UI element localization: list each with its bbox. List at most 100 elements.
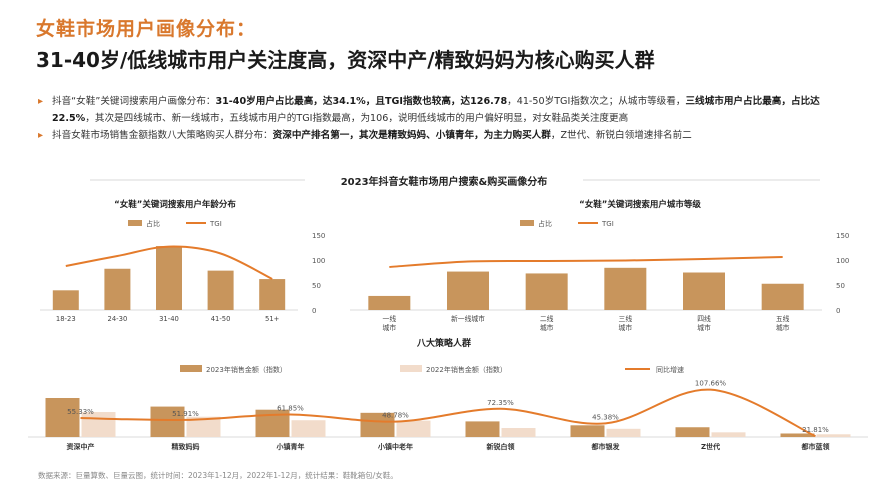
x-tick-label: 小镇中老年	[377, 442, 413, 451]
x-tick-label: Z世代	[701, 442, 720, 451]
x-tick-label: 城市	[776, 323, 790, 332]
growth-data-label: 55.33%	[67, 408, 94, 416]
y-tick-label: 150	[836, 232, 849, 240]
legend-swatch-2022	[400, 365, 422, 372]
chart-title: 八大策略人群	[416, 337, 471, 349]
growth-data-label: 61.85%	[277, 404, 304, 412]
x-tick-label: 24-30	[108, 315, 128, 323]
x-tick-label: 31-40	[159, 315, 179, 323]
bar-2022	[186, 416, 221, 437]
x-tick-label: 51+	[265, 315, 279, 323]
footnote: 数据来源：巨量算数、巨量云图，统计时间：2023年1-12月，2022年1-12…	[38, 471, 398, 480]
bar	[447, 271, 489, 310]
growth-data-label: 45.38%	[592, 413, 619, 421]
groups-chart: 八大策略人群 2023年销售金额（指数） 2022年销售金额（指数） 同比增速资深中产…	[28, 337, 868, 451]
growth-data-label: 107.66%	[695, 380, 726, 388]
x-tick-label: 二线	[540, 314, 554, 323]
bar-2023	[675, 427, 710, 437]
bar-2023	[780, 433, 815, 437]
growth-data-label: 21.81%	[802, 426, 829, 434]
bar-2022	[396, 420, 431, 437]
section-title: 女鞋市场用户画像分布：	[36, 18, 257, 40]
bullet-text: ，其次是四线城市、新一线城市，五线城市用户的TGI指数最高，为106，说明低线城…	[85, 113, 629, 124]
x-tick-label: 资深中产	[67, 442, 95, 451]
legend-label: 占比	[538, 219, 552, 228]
x-tick-label: 四线	[697, 314, 711, 323]
growth-data-label: 48.78%	[382, 412, 409, 420]
bar	[683, 272, 725, 310]
bullet-highlight: 三线城市用户占比最高，占比达22.5%	[52, 96, 820, 124]
bar-2022	[816, 434, 851, 437]
y-tick-label: 50	[836, 282, 845, 290]
growth-line	[80, 388, 816, 438]
x-tick-label: 一线	[383, 314, 397, 323]
legend-label: TGI	[209, 220, 222, 228]
x-tick-label: 五线	[776, 314, 790, 323]
charts-section-title: 2023年抖音女鞋市场用户搜索&购买画像分布	[341, 175, 548, 188]
bullet-item: 抖音女鞋市场销售金额指数八大策略购买人群分布：资深中产排名第一，其次是精致妈妈、…	[38, 127, 848, 144]
x-tick-label: 小镇青年	[276, 442, 305, 451]
bar	[761, 283, 804, 310]
chart-title: “女鞋”关键词搜索用户城市等级	[579, 199, 701, 210]
bar-2022	[81, 412, 116, 437]
legend-label: 2022年销售金额（指数）	[426, 365, 507, 374]
headline: 31-40岁/低线城市用户关注度高，资深中产/精致妈妈为核心购买人群	[36, 48, 655, 72]
x-tick-label: 城市	[697, 323, 711, 332]
bar	[604, 267, 647, 310]
bar-2023	[570, 425, 605, 437]
growth-data-label: 72.35%	[487, 399, 514, 407]
legend-label: 同比增速	[656, 365, 684, 374]
bar	[368, 295, 411, 310]
bullet-text: ，Z世代、新锐白领增速排名前二	[550, 130, 692, 141]
x-tick-label: 城市	[383, 323, 397, 332]
bar-2022	[606, 428, 641, 437]
bar-2023	[150, 406, 185, 437]
tgi-line	[389, 256, 783, 268]
x-tick-label: 都市银发	[591, 442, 621, 451]
bullet-list: 抖音“女鞋”关键词搜索用户画像分布：31-40岁用户占比最高，达34.1%，且T…	[38, 93, 848, 144]
x-tick-label: 新锐白领	[487, 442, 515, 451]
x-tick-label: 城市	[540, 323, 554, 332]
bar-2023	[45, 398, 80, 437]
bar-2022	[501, 428, 536, 437]
bar	[259, 279, 286, 310]
bullet-text: ，41-50岁TGI指数次之；从城市等级看，	[507, 96, 686, 107]
y-tick-label: 0	[836, 307, 840, 315]
bar	[525, 273, 568, 310]
x-tick-label: 41-50	[211, 315, 231, 323]
bar-2022	[291, 420, 326, 437]
bar	[207, 270, 234, 310]
bar-2023	[465, 421, 500, 437]
bar-2023	[360, 412, 395, 437]
bullet-highlight: 资深中产排名第一，其次是精致妈妈、小镇青年，为主力购买人群	[272, 130, 551, 141]
legend-label: 占比	[146, 219, 160, 228]
growth-data-label: 51.91%	[172, 410, 199, 418]
bar	[52, 290, 79, 310]
legend-swatch-2023	[180, 365, 202, 372]
bullet-highlight: 31-40岁用户占比最高，达34.1%，且TGI指数也较高，达126.78	[215, 96, 508, 107]
bar	[104, 268, 131, 310]
x-tick-label: 三线	[619, 314, 633, 323]
bullet-text: 抖音女鞋市场销售金额指数八大策略购买人群分布：	[52, 130, 273, 141]
bullet-item: 抖音“女鞋”关键词搜索用户画像分布：31-40岁用户占比最高，达34.1%，且T…	[38, 93, 848, 127]
bar	[156, 246, 182, 310]
y-tick-label: 150	[312, 232, 325, 240]
x-tick-label: 城市	[619, 323, 633, 332]
y-tick-label: 0	[312, 307, 316, 315]
legend-swatch-bar	[128, 220, 142, 226]
y-tick-label: 100	[312, 257, 325, 265]
bar-2022	[711, 432, 746, 437]
legend-label: TGI	[601, 220, 614, 228]
legend-swatch-bar	[520, 220, 534, 226]
y-tick-label: 50	[312, 282, 321, 290]
x-tick-label: 新一线城市	[451, 314, 485, 323]
x-tick-label: 精致妈妈	[172, 442, 200, 451]
y-tick-label: 100	[836, 257, 849, 265]
bullet-text: 抖音“女鞋”关键词搜索用户画像分布：	[52, 96, 216, 107]
chart-title: “女鞋”关键词搜索用户年龄分布	[114, 199, 236, 210]
x-tick-label: 18-23	[56, 315, 76, 323]
x-tick-label: 都市蓝领	[801, 442, 830, 451]
